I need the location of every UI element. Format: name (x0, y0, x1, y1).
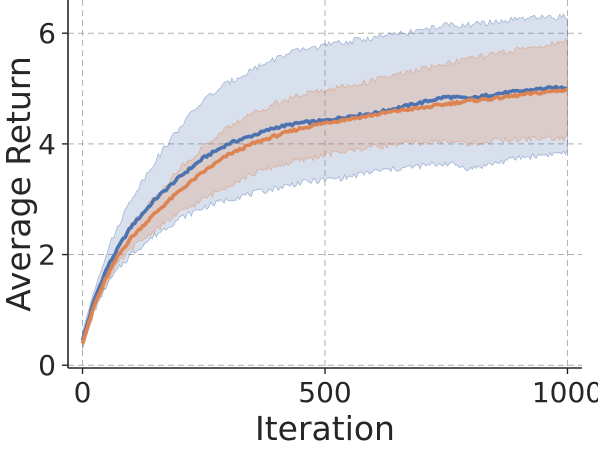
y-tick-label-2: 4 (38, 128, 56, 161)
x-axis-label: Iteration (255, 409, 395, 448)
y-tick-label-0: 0 (38, 349, 56, 382)
series-lines (80, 84, 568, 344)
x-tick-label-0: 0 (74, 376, 92, 409)
x-tick-label-2: 1000 (532, 376, 598, 409)
confidence-bands (82, 13, 568, 350)
y-axis-label: Average Return (0, 56, 38, 312)
y-tick-label-3: 6 (38, 17, 56, 50)
grid (68, 0, 582, 368)
tick-labels: 0 2 4 6 0 500 1000 (38, 17, 598, 409)
y-tick-label-1: 2 (38, 239, 56, 272)
x-tick-label-1: 500 (298, 376, 351, 409)
series-0-line (80, 84, 568, 342)
axes (62, 0, 582, 374)
series-1-line (80, 88, 568, 344)
series-1-band (82, 38, 568, 349)
